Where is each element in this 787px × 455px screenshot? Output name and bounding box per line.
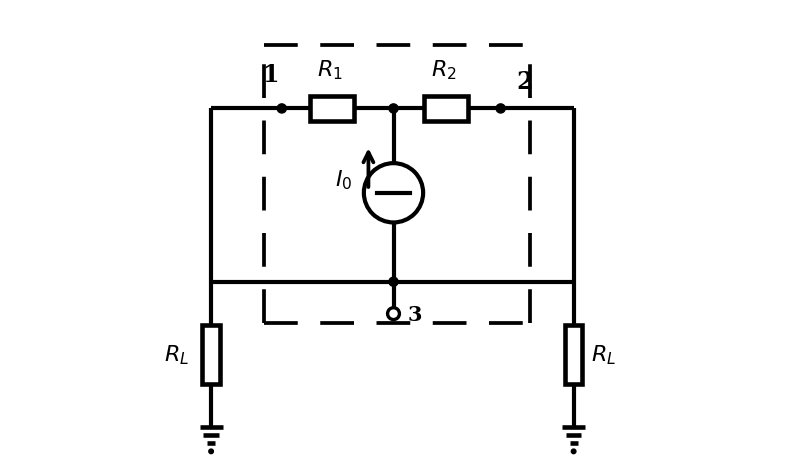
Text: $I_0$: $I_0$ <box>334 168 352 192</box>
Text: $R_1$: $R_1$ <box>316 59 342 82</box>
Text: $R_2$: $R_2$ <box>430 59 456 82</box>
Bar <box>310 96 353 122</box>
Bar <box>565 325 582 384</box>
Circle shape <box>389 105 398 114</box>
Text: 2: 2 <box>516 70 533 94</box>
Text: 3: 3 <box>407 304 422 324</box>
Bar <box>202 325 220 384</box>
Text: $R_L$: $R_L$ <box>591 343 616 367</box>
Circle shape <box>496 105 505 114</box>
Text: 1: 1 <box>262 63 279 87</box>
Circle shape <box>277 105 286 114</box>
Circle shape <box>571 449 576 454</box>
Text: $R_L$: $R_L$ <box>164 343 190 367</box>
Circle shape <box>209 449 213 454</box>
Circle shape <box>364 164 423 223</box>
Circle shape <box>389 278 398 287</box>
Circle shape <box>387 308 400 320</box>
Bar <box>424 96 467 122</box>
